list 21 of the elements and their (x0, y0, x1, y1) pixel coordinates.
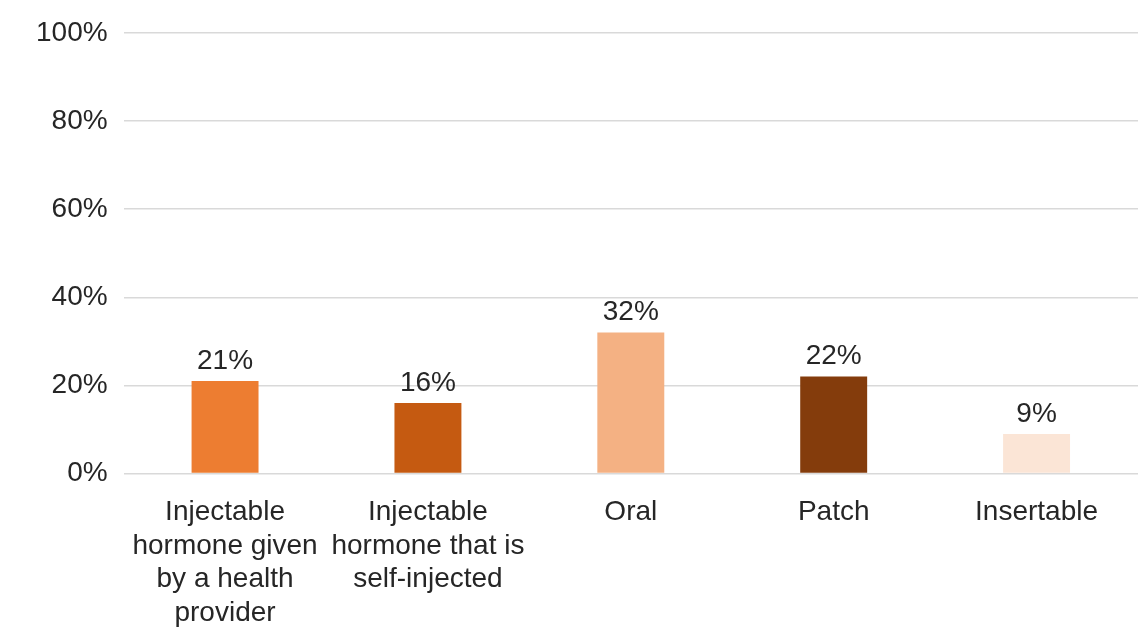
y-tick-label: 100% (35, 15, 108, 47)
bar (597, 332, 665, 473)
data-label: 32% (602, 295, 659, 327)
x-tick-label: Insertable (975, 495, 1099, 527)
data-label: 21% (197, 343, 254, 375)
x-tick-label: Injectable hormone that is self-injected (331, 495, 525, 594)
data-label: 16% (399, 365, 456, 397)
y-tick-label: 40% (51, 280, 108, 311)
bar (394, 403, 462, 473)
y-tick-label: 60% (51, 191, 108, 223)
bar (1003, 433, 1071, 473)
data-label: 9% (1016, 396, 1057, 428)
x-tick-label: Oral (604, 495, 658, 527)
bar (191, 381, 259, 473)
bar (800, 376, 868, 473)
data-label: 22% (805, 339, 862, 371)
y-tick-label: 20% (51, 368, 108, 400)
y-tick-label: 80% (51, 103, 108, 135)
x-tick-label: Patch (797, 495, 870, 527)
y-tick-label: 0% (67, 456, 108, 488)
x-tick-label: Injectable hormone given by a health provider (132, 495, 318, 627)
